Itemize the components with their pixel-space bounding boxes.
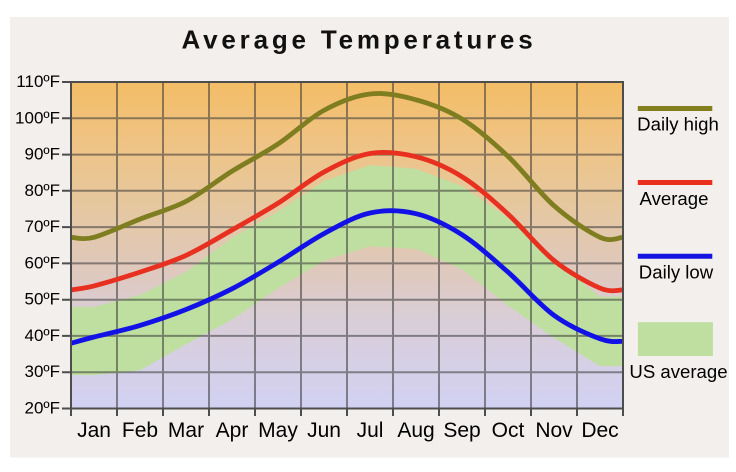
svg-text:Dec: Dec bbox=[581, 419, 618, 442]
svg-text:90ºF: 90ºF bbox=[24, 145, 60, 164]
svg-text:50ºF: 50ºF bbox=[24, 290, 60, 309]
svg-text:20ºF: 20ºF bbox=[24, 399, 60, 418]
svg-text:US average: US average bbox=[629, 361, 727, 382]
svg-text:80ºF: 80ºF bbox=[24, 181, 60, 200]
svg-text:Sep: Sep bbox=[443, 419, 480, 442]
svg-text:Mar: Mar bbox=[168, 419, 204, 442]
svg-text:110ºF: 110ºF bbox=[16, 72, 60, 91]
svg-text:Daily low: Daily low bbox=[639, 262, 714, 283]
svg-text:100ºF: 100ºF bbox=[15, 108, 60, 127]
svg-text:Feb: Feb bbox=[122, 419, 158, 442]
svg-text:Apr: Apr bbox=[216, 419, 249, 442]
svg-text:Nov: Nov bbox=[535, 419, 573, 442]
svg-text:40ºF: 40ºF bbox=[24, 326, 60, 345]
svg-text:60ºF: 60ºF bbox=[24, 253, 60, 272]
svg-text:Average: Average bbox=[640, 188, 709, 209]
svg-text:Average Temperatures: Average Temperatures bbox=[182, 25, 537, 55]
svg-text:Jul: Jul bbox=[357, 419, 384, 442]
svg-text:Aug: Aug bbox=[397, 419, 434, 442]
svg-text:Daily high: Daily high bbox=[637, 114, 719, 135]
svg-text:May: May bbox=[258, 419, 298, 442]
svg-text:Oct: Oct bbox=[492, 419, 525, 442]
svg-text:70ºF: 70ºF bbox=[24, 217, 60, 236]
svg-text:30ºF: 30ºF bbox=[24, 362, 60, 381]
svg-text:Jan: Jan bbox=[77, 419, 111, 442]
svg-text:Jun: Jun bbox=[307, 419, 341, 442]
